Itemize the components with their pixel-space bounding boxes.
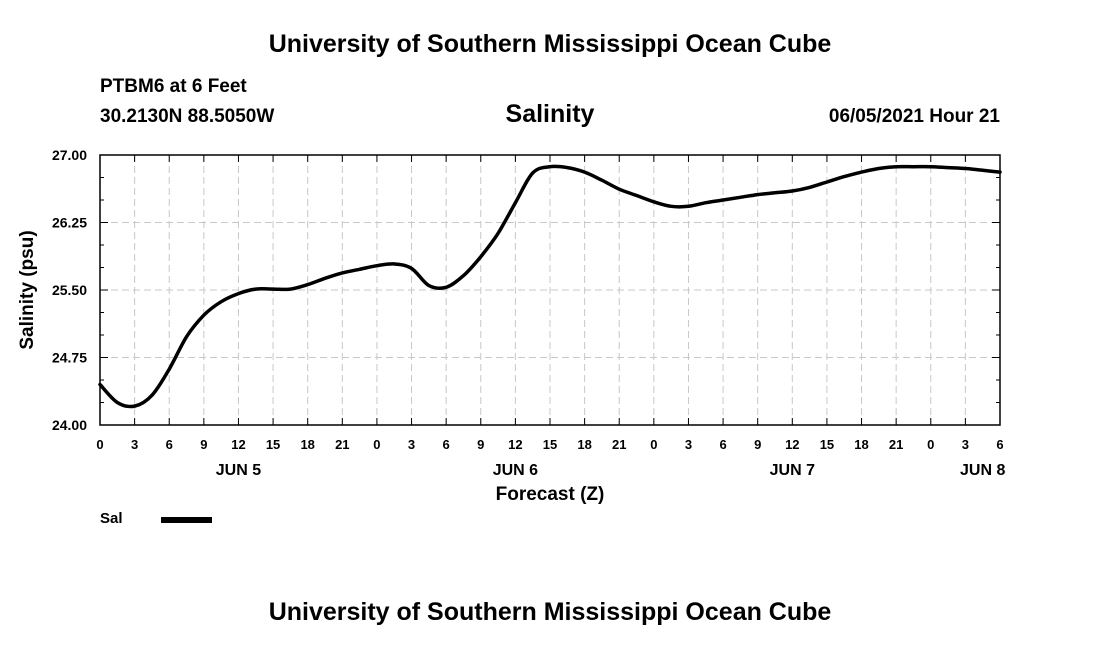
y-tick-label: 26.25 bbox=[52, 215, 87, 231]
plot-frame bbox=[99, 154, 1001, 426]
y-tick-label: 24.75 bbox=[52, 350, 87, 366]
date-label: JUN 5 bbox=[216, 462, 261, 479]
x-tick-label: 6 bbox=[443, 437, 450, 452]
x-tick-label: 9 bbox=[477, 437, 484, 452]
date-label: JUN 8 bbox=[960, 462, 1005, 479]
x-tick-label: 12 bbox=[785, 437, 799, 452]
x-tick-label: 0 bbox=[96, 437, 103, 452]
x-tick-label: 6 bbox=[166, 437, 173, 452]
date-label: JUN 6 bbox=[493, 462, 538, 479]
x-tick-label: 3 bbox=[131, 437, 138, 452]
x-axis-title: Forecast (Z) bbox=[496, 484, 605, 505]
x-tick-label: 0 bbox=[373, 437, 380, 452]
x-tick-label: 3 bbox=[962, 437, 969, 452]
legend-swatch bbox=[161, 517, 212, 523]
x-tick-label: 18 bbox=[854, 437, 868, 452]
coordinates-label: 30.2130N 88.5050W bbox=[100, 106, 275, 127]
x-tick-label: 12 bbox=[231, 437, 245, 452]
x-tick-label: 0 bbox=[650, 437, 657, 452]
x-tick-label: 0 bbox=[927, 437, 934, 452]
date-label: JUN 7 bbox=[770, 462, 815, 479]
x-tick-label: 3 bbox=[408, 437, 415, 452]
x-tick-labels: 0 3 6 9 12 15 18 21 0 3 6 9 12 15 18 21 0 3 6 9 12 15 18 21 0 3 6 bbox=[96, 437, 1003, 452]
chart-title: Salinity bbox=[505, 100, 595, 128]
y-axis-title: Salinity (psu) bbox=[17, 230, 38, 349]
y-tick-label: 25.50 bbox=[52, 282, 87, 298]
x-tick-label: 21 bbox=[612, 437, 626, 452]
x-tick-label: 12 bbox=[508, 437, 522, 452]
footer-title: University of Southern Mississippi Ocean… bbox=[268, 598, 832, 626]
legend-label: Sal bbox=[100, 510, 123, 527]
x-tick-label: 3 bbox=[685, 437, 692, 452]
page-title: University of Southern Mississippi Ocean… bbox=[268, 30, 832, 58]
x-tick-label: 15 bbox=[820, 437, 834, 452]
salinity-series-line bbox=[98, 164, 1002, 409]
x-tick-label: 6 bbox=[719, 437, 726, 452]
x-tick-label: 9 bbox=[200, 437, 207, 452]
y-tick-labels: 24.00 24.75 25.50 26.25 27.00 bbox=[52, 147, 87, 433]
date-labels: JUN 5 JUN 6 JUN 7 JUN 8 bbox=[216, 462, 1006, 479]
forecast-timestamp: 06/05/2021 Hour 21 bbox=[828, 106, 1000, 127]
x-tick-label: 6 bbox=[996, 437, 1003, 452]
x-tick-label: 15 bbox=[543, 437, 557, 452]
x-tick-label: 18 bbox=[300, 437, 314, 452]
x-tick-label: 21 bbox=[335, 437, 349, 452]
x-tick-label: 21 bbox=[889, 437, 903, 452]
y-tick-label: 24.00 bbox=[52, 417, 87, 433]
x-tick-label: 9 bbox=[754, 437, 761, 452]
x-tick-label: 15 bbox=[266, 437, 280, 452]
grid bbox=[100, 155, 1000, 425]
x-tick-label: 18 bbox=[577, 437, 591, 452]
y-tick-label: 27.00 bbox=[52, 147, 87, 163]
station-label: PTBM6 at 6 Feet bbox=[100, 76, 247, 97]
